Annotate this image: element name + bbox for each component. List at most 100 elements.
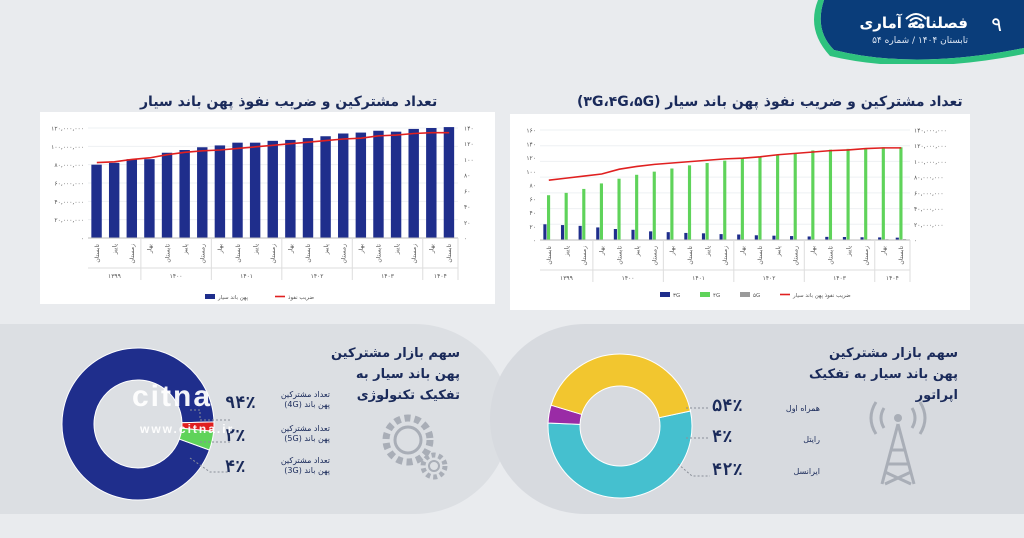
legend-swatch xyxy=(660,292,670,297)
bar-axis-tick: ۲۰,۰۰۰,۰۰۰ xyxy=(914,222,944,229)
legend-swatch xyxy=(700,292,710,297)
chart-mobile-broadband: ۱۲۰,۰۰۰,۰۰۰ ۱۰۰,۰۰۰,۰۰۰ ۸۰,۰۰۰,۰۰۰ ۶۰,۰۰۰,۰… xyxy=(51,126,474,302)
bar-۴G xyxy=(652,171,656,240)
quarter-label: تابستان xyxy=(616,246,623,265)
bar-۳G xyxy=(790,236,794,240)
bar-۳G xyxy=(560,225,565,240)
bar-پهن باند سیار xyxy=(197,147,208,238)
report-header: فصلنامه آماری تابستان ۱۴۰۴ / شماره ۵۴ ۹ xyxy=(794,0,1024,66)
bar-۳G xyxy=(737,234,741,240)
bar-۳G xyxy=(578,225,582,240)
bar-۳G xyxy=(860,237,864,240)
donut-slice xyxy=(61,347,215,501)
legend-label: ۴G xyxy=(713,293,720,299)
bar-۳G xyxy=(842,237,847,240)
quarter-label: تابستان xyxy=(546,246,553,265)
quarter-label: تابستان xyxy=(687,246,694,265)
bar-۳G xyxy=(649,231,653,240)
header-subtitle: تابستان ۱۴۰۴ / شماره ۵۴ xyxy=(872,36,968,46)
bar-۳G xyxy=(754,235,758,240)
quarter-label: پاییز xyxy=(182,244,189,256)
year-label: ۱۴۰۲ xyxy=(311,273,324,280)
bar-پهن باند سیار xyxy=(302,138,314,238)
quarter-label: تابستان xyxy=(757,246,764,265)
bar-۳G xyxy=(772,235,776,240)
bar-۳G xyxy=(613,229,617,240)
bar-پهن باند سیار xyxy=(126,159,138,238)
quarter-label: بهار xyxy=(217,244,224,254)
bar-پهن باند سیار xyxy=(108,162,120,238)
bar-۳G xyxy=(543,224,547,240)
header-title: فصلنامه آماری xyxy=(859,14,968,32)
bar-۳G xyxy=(596,227,600,240)
chart-card-left: ۱۲۰,۰۰۰,۰۰۰ ۱۰۰,۰۰۰,۰۰۰ ۸۰,۰۰۰,۰۰۰ ۶۰,۰۰۰,۰… xyxy=(40,112,495,304)
citna-url: www.citna.ir xyxy=(140,422,235,436)
bar-۴G xyxy=(846,148,850,240)
tech-label-4g: تعداد مشترکین پهن باند (4G) xyxy=(280,390,330,409)
line-axis-tick: ۶۰ xyxy=(530,196,536,203)
quarter-label: پاییز xyxy=(393,244,400,256)
line-axis-tick: ۰ xyxy=(464,236,467,243)
bar-۳G xyxy=(666,232,670,240)
quarter-label: پاییز xyxy=(563,246,570,258)
bar-۳G xyxy=(807,236,811,240)
line-axis-tick: ۴۰ xyxy=(464,204,470,211)
legend-swatch xyxy=(205,294,215,299)
bar-۴G xyxy=(740,158,744,240)
quarter-label: بهار xyxy=(881,246,888,256)
line-axis-tick: ۲۰ xyxy=(464,220,470,227)
quarter-label: بهار xyxy=(740,246,747,256)
citna-logo: citna xyxy=(132,380,213,413)
chart-title-right: تعداد مشترکین و ضریب نفوذ پهن باند سیار … xyxy=(577,94,963,110)
bar-axis-tick: ۱۴۰,۰۰۰,۰۰۰ xyxy=(914,128,947,135)
quarter-label: تابستان xyxy=(164,244,171,263)
line-axis-tick: ۱۲۰ xyxy=(526,155,536,162)
quarter-label: زمستان xyxy=(200,244,207,264)
quarter-label: پاییز xyxy=(845,246,852,258)
bar-پهن باند سیار xyxy=(161,152,173,238)
line-axis-tick: ۱۰۰ xyxy=(526,169,536,176)
op-pct-rightel: ۴٪ xyxy=(712,427,733,447)
bar-۴G xyxy=(899,147,903,240)
quarter-label: تابستان xyxy=(828,246,835,265)
donut-slice xyxy=(547,410,693,499)
quarter-label: بهار xyxy=(599,246,606,256)
op-label-irancell: ایرانسل xyxy=(793,467,820,476)
quarter-label: بهار xyxy=(147,244,154,254)
op-leader-lines xyxy=(677,407,710,477)
bar-۴G xyxy=(793,153,797,240)
bar-پهن باند سیار xyxy=(373,130,384,238)
bar-۴G xyxy=(723,160,727,240)
donut-slice xyxy=(178,427,215,451)
legend-label: ۳G xyxy=(673,293,680,299)
line-ضریب نفوذ xyxy=(96,131,450,164)
donut-tech xyxy=(61,347,215,501)
line-axis-tick: ۱۴۰ xyxy=(526,141,536,148)
bar-پهن باند سیار xyxy=(338,133,349,238)
bar-axis-tick: ۴۰,۰۰۰,۰۰۰ xyxy=(914,206,944,213)
year-label: ۱۴۰۳ xyxy=(381,273,395,280)
bar-۴G xyxy=(705,163,709,240)
bar-۴G xyxy=(758,156,762,240)
bar-پهن باند سیار xyxy=(355,132,367,238)
bar-۴G xyxy=(670,168,674,240)
bar-۳G xyxy=(895,237,899,240)
bar-پهن باند سیار xyxy=(267,140,278,238)
quarter-label: بهار xyxy=(810,246,817,256)
bar-axis-tick: ۴۰,۰۰۰,۰۰۰ xyxy=(54,199,84,206)
line-axis-tick: ۱۶۰ xyxy=(526,128,536,135)
line-ضریب نفوذ پهن باند سیار xyxy=(548,147,902,181)
bar-۴G xyxy=(617,178,621,240)
legend-label: ضریب نفوذ پهن باند سیار xyxy=(792,293,851,299)
quarter-label: زمستان xyxy=(722,246,729,266)
bar-axis-tick: ۰ xyxy=(81,236,84,243)
year-label: ۱۳۹۹ xyxy=(108,273,121,280)
quarter-label: زمستان xyxy=(581,246,588,266)
tech-pct-4g: ۹۴٪ xyxy=(225,393,256,413)
chart-title-left: تعداد مشترکین و ضریب نفوذ پهن باند سیار xyxy=(140,94,438,110)
bar-پهن باند سیار xyxy=(144,159,155,238)
quarter-label: پاییز xyxy=(252,244,259,256)
bar-پهن باند سیار xyxy=(214,145,226,238)
year-label: ۱۴۰۴ xyxy=(434,273,447,280)
op-label-rightel: رایتل xyxy=(803,435,820,444)
